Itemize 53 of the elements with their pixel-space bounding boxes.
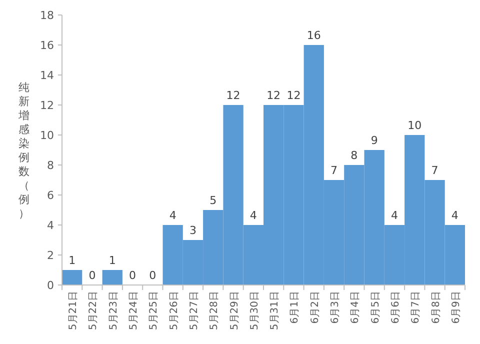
data-label: 8 [350, 149, 358, 162]
y-tick-label: 16 [40, 39, 54, 52]
y-tick-label: 12 [40, 99, 54, 112]
data-label: 0 [129, 269, 136, 282]
x-tick-label: 5月31日 [270, 291, 281, 330]
x-tick-label: 6月2日 [310, 291, 321, 324]
y-tick-label: 6 [47, 189, 54, 202]
data-label: 5 [210, 194, 217, 207]
y-tick-label: 10 [40, 129, 54, 142]
y-tick-label: 8 [47, 159, 54, 172]
x-tick-label: 6月1日 [290, 291, 301, 324]
data-label: 0 [88, 269, 96, 282]
data-label: 9 [370, 134, 378, 147]
data-label: 4 [390, 209, 398, 222]
data-label: 10 [408, 119, 422, 132]
x-tick-label: 6月8日 [430, 291, 442, 324]
x-tick-label: 6月9日 [450, 291, 462, 324]
bar [102, 270, 122, 285]
data-label: 1 [68, 254, 76, 267]
y-tick-label: 0 [47, 279, 54, 292]
x-tick-label: 5月28日 [209, 291, 220, 330]
x-tick-label: 5月25日 [148, 291, 160, 330]
data-label: 1 [108, 254, 116, 267]
y-tick-label: 2 [47, 249, 54, 262]
x-tick-label: 5月24日 [128, 291, 140, 330]
data-label: 12 [226, 89, 240, 102]
x-tick-label: 5月22日 [88, 291, 100, 330]
bar [62, 270, 82, 285]
x-tick-label: 6月3日 [330, 291, 342, 324]
x-tick-label: 5月23日 [108, 291, 120, 330]
text: 纯新增感染例数（例） [18, 81, 30, 220]
data-label: 4 [169, 209, 176, 222]
y-tick-label: 4 [47, 219, 54, 232]
y-tick-label: 18 [40, 9, 54, 22]
x-tick-label: 6月4日 [350, 291, 362, 324]
data-label: 7 [330, 164, 338, 177]
x-tick-label: 6月6日 [390, 291, 402, 324]
data-label: 16 [306, 29, 321, 42]
data-label: 12 [266, 89, 281, 102]
data-label: 7 [431, 164, 438, 177]
x-tick-label: 5月27日 [188, 291, 200, 330]
data-label: 4 [451, 209, 458, 222]
data-label: 0 [149, 269, 156, 282]
y-tick-label: 14 [40, 69, 54, 82]
x-tick-label: 5月26日 [168, 291, 180, 330]
data-label: 4 [250, 209, 257, 222]
x-tick-label: 5月29日 [229, 291, 240, 330]
data-label: 12 [286, 89, 301, 102]
data-label: 3 [189, 224, 196, 237]
x-tick-label: 6月7日 [410, 291, 422, 324]
x-tick-label: 5月30日 [249, 291, 260, 330]
x-tick-label: 6月5日 [370, 291, 382, 324]
x-tick-label: 5月21日 [68, 291, 80, 330]
